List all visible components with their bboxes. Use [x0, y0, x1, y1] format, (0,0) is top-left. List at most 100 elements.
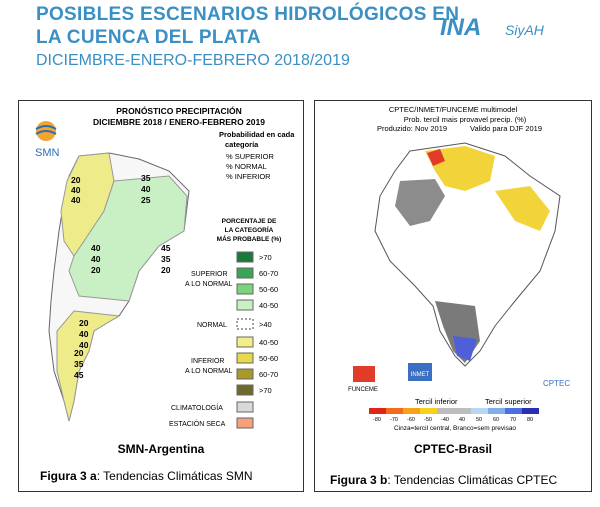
group-label: INFERIOR — [191, 358, 224, 365]
swatch — [236, 336, 254, 348]
map-label: 40 — [141, 184, 151, 194]
colorbar-label: -80 — [373, 417, 381, 423]
colorbar-cell — [454, 408, 471, 414]
map-label: 40 — [79, 329, 89, 339]
map-label: 40 — [91, 254, 101, 264]
smn-logo-icon — [35, 125, 57, 135]
map-label: 25 — [141, 195, 151, 205]
cptec-map: CPTEC/INMET/FUNCEME multimodel Prob. ter… — [348, 105, 570, 456]
cptec-panel: CPTEC/INMET/FUNCEME multimodel Prob. ter… — [314, 100, 592, 492]
key-title: categoría — [225, 140, 259, 149]
logo: FUNCEME — [348, 387, 378, 393]
legend-item: 60-70 — [259, 269, 278, 278]
swatch — [236, 368, 254, 380]
legend-item: 50-60 — [259, 285, 278, 294]
colorbar-cell — [386, 408, 403, 414]
title: LA CUENCA DEL PLATA — [36, 27, 261, 48]
figure-caption: Figura 3 b: Tendencias Climáticas CPTEC — [330, 473, 557, 487]
group-label: NORMAL — [197, 322, 227, 329]
legend-item: 40-50 — [259, 301, 278, 310]
map-label: 20 — [74, 348, 84, 358]
colorbar-cell — [403, 408, 420, 414]
title: POSIBLES ESCENARIOS HIDROLÓGICOS EN — [36, 4, 460, 25]
inmet-icon — [408, 363, 432, 381]
smn-map: PRONÓSTICO PRECIPITACIÓN DICIEMBRE 2018 … — [35, 105, 295, 456]
panel-title: CPTEC/INMET/FUNCEME multimodel — [389, 105, 518, 114]
key-title: Probabilidad en cada — [219, 130, 295, 139]
swatch — [236, 318, 254, 330]
colorbar-label: 50 — [476, 417, 482, 423]
group-label: SUPERIOR — [191, 271, 228, 278]
colorbar-cell — [420, 408, 437, 414]
key-item: % INFERIOR — [226, 172, 271, 181]
colorbar-cell — [522, 408, 539, 414]
smn-panel: PRONÓSTICO PRECIPITACIÓN DICIEMBRE 2018 … — [18, 100, 304, 492]
legend-item: >40 — [259, 320, 272, 329]
colorbar-label: -70 — [390, 417, 398, 423]
map-label: 40 — [91, 243, 101, 253]
swatch — [236, 401, 254, 413]
group-label: A LO NORMAL — [185, 368, 233, 375]
map-label: 45 — [161, 243, 171, 253]
legend-item: ESTACIÓN SECA — [169, 419, 226, 428]
panel-title: PRONÓSTICO PRECIPITACIÓN — [116, 105, 241, 116]
colorbar-label: 70 — [510, 417, 516, 423]
swatch — [236, 283, 254, 295]
swatch — [236, 251, 254, 263]
figure-text: : Tendencias Climáticas CPTEC — [387, 473, 558, 487]
colorbar-cell — [505, 408, 522, 414]
key-item: % SUPERIOR — [226, 152, 275, 161]
caption: CPTEC-Brasil — [414, 442, 492, 456]
region-yellow — [495, 186, 550, 231]
region-gray — [395, 179, 445, 226]
panel-header: CPTEC/INMET/FUNCEME multimodel Prob. ter… — [377, 105, 542, 133]
legend-title-line: MÁS PROBABLE (%) — [217, 234, 282, 243]
legend-title-line: PORCENTAJE DE — [222, 218, 277, 225]
region-inferior — [56, 310, 121, 422]
produced: Produzido: Nov 2019 — [377, 124, 447, 133]
map-label: 20 — [71, 175, 81, 185]
map-label: 45 — [74, 370, 84, 380]
panel-title: Prob. tercil mais provavel precip. (%) — [404, 115, 527, 124]
caption: SMN-Argentina — [118, 442, 205, 456]
legend-title: PORCENTAJE DE LA CATEGORÍA MÁS PROBABLE … — [217, 218, 282, 243]
colorbar-cell — [488, 408, 505, 414]
map-label: 20 — [79, 318, 89, 328]
funceme-icon — [353, 366, 375, 382]
scale-label: Tercil inferior — [415, 397, 458, 406]
map-label: 35 — [74, 359, 84, 369]
region-red — [427, 149, 445, 166]
subtitle: DICIEMBRE-ENERO-FEBRERO 2018/2019 — [36, 52, 350, 69]
colorbar-label: 60 — [493, 417, 499, 423]
legend-item: 40-50 — [259, 338, 278, 347]
colorbar — [369, 408, 539, 414]
key-item: % NORMAL — [226, 162, 267, 171]
map-labels: 20 40 40 35 40 25 40 40 20 45 35 20 20 4… — [71, 173, 171, 380]
panel-title: DICIEMBRE 2018 / ENERO-FEBRERO 2019 — [93, 117, 265, 127]
colorbar-cell — [369, 408, 386, 414]
map-label: 20 — [161, 265, 171, 275]
region-superior — [68, 175, 188, 302]
swatch — [236, 267, 254, 279]
legend-title-line: LA CATEGORÍA — [225, 225, 274, 234]
map-label: 20 — [91, 265, 101, 275]
colorbar-label: 40 — [459, 417, 465, 423]
logo: CPTEC — [543, 379, 570, 388]
swatch — [236, 299, 254, 311]
swatch — [236, 417, 254, 429]
legend-item: >70 — [259, 253, 272, 262]
map-label: 40 — [71, 185, 81, 195]
figure-label: Figura 3 a — [40, 469, 97, 483]
legend-item: >70 — [259, 386, 272, 395]
colorbar-cell — [437, 408, 454, 414]
colorbar-label: -60 — [407, 417, 415, 423]
swatch — [236, 352, 254, 364]
group-label: A LO NORMAL — [185, 281, 233, 288]
colorbar-cell — [471, 408, 488, 414]
map-label: 40 — [79, 340, 89, 350]
legend-item: 50-60 — [259, 354, 278, 363]
map-label: 35 — [141, 173, 151, 183]
note: Cinza=tercil central, Branco=sem previsa… — [394, 425, 516, 432]
valid: Valido para DJF 2019 — [470, 124, 542, 133]
